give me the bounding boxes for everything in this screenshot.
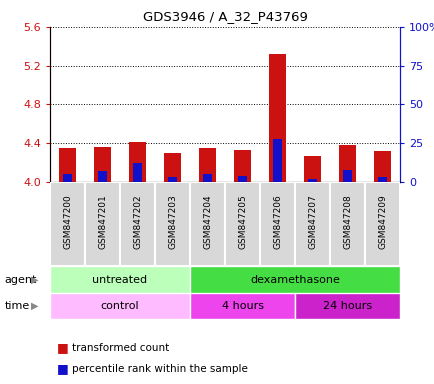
Text: GSM847202: GSM847202 (133, 195, 142, 249)
Text: GSM847208: GSM847208 (342, 195, 352, 250)
Text: GSM847207: GSM847207 (307, 195, 316, 250)
Bar (268, 54, 286, 182)
Bar (50, 293, 190, 319)
Bar (260, 182, 295, 266)
Bar (338, 145, 355, 182)
Bar (190, 293, 295, 319)
Bar (198, 148, 216, 182)
Text: ▶: ▶ (31, 301, 39, 311)
Text: time: time (4, 301, 30, 311)
Bar (94, 147, 111, 182)
Text: GSM847205: GSM847205 (237, 195, 247, 250)
Bar (85, 182, 120, 266)
Bar (50, 266, 190, 293)
Bar (273, 139, 281, 182)
Bar (373, 151, 391, 182)
Bar (168, 177, 177, 182)
Bar (63, 174, 72, 182)
Bar (128, 142, 146, 182)
Bar (164, 153, 181, 182)
Text: agent: agent (4, 275, 36, 285)
Bar (342, 170, 351, 182)
Text: transformed count: transformed count (72, 343, 169, 353)
Text: percentile rank within the sample: percentile rank within the sample (72, 364, 247, 374)
Text: untreated: untreated (92, 275, 147, 285)
Text: GSM847201: GSM847201 (98, 195, 107, 250)
Bar (378, 177, 386, 182)
Bar (98, 171, 107, 182)
Text: GSM847203: GSM847203 (168, 195, 177, 250)
Bar (190, 182, 225, 266)
Bar (329, 182, 365, 266)
Text: ▶: ▶ (31, 275, 39, 285)
Bar (303, 156, 321, 182)
Bar (50, 182, 85, 266)
Bar (365, 182, 399, 266)
Title: GDS3946 / A_32_P43769: GDS3946 / A_32_P43769 (142, 10, 307, 23)
Bar (308, 179, 316, 182)
Bar (238, 176, 247, 182)
Text: ■: ■ (56, 362, 68, 375)
Bar (133, 164, 141, 182)
Text: 24 hours: 24 hours (322, 301, 372, 311)
Bar (59, 148, 76, 182)
Bar (225, 182, 260, 266)
Bar (295, 182, 329, 266)
Text: GSM847200: GSM847200 (63, 195, 72, 250)
Text: GSM847206: GSM847206 (273, 195, 282, 250)
Bar (120, 182, 155, 266)
Text: GSM847204: GSM847204 (203, 195, 212, 249)
Text: 4 hours: 4 hours (221, 301, 263, 311)
Text: dexamethasone: dexamethasone (250, 275, 339, 285)
Text: control: control (101, 301, 139, 311)
Bar (155, 182, 190, 266)
Bar (203, 174, 211, 182)
Bar (190, 266, 399, 293)
Text: ■: ■ (56, 341, 68, 354)
Bar (233, 150, 251, 182)
Bar (295, 293, 399, 319)
Text: GSM847209: GSM847209 (377, 195, 386, 250)
